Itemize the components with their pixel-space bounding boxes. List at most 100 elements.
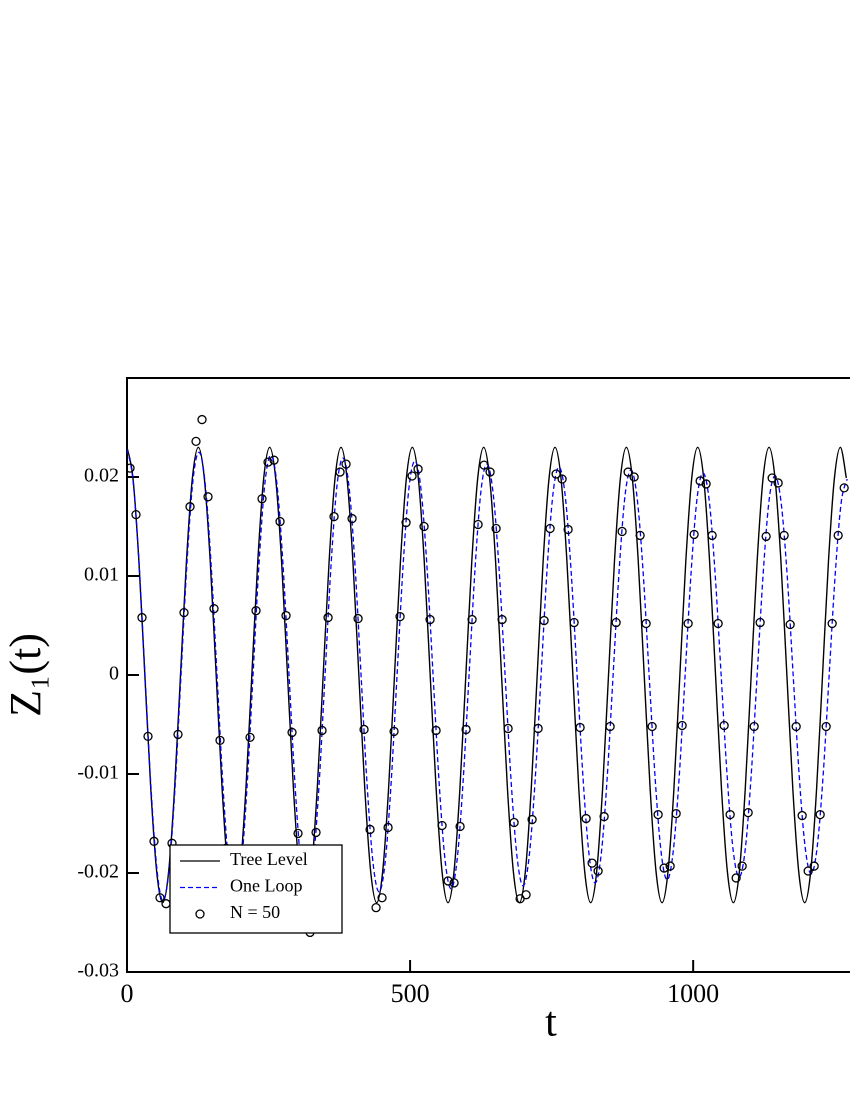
- data-point: [215, 735, 225, 745]
- data-point: [137, 612, 147, 623]
- data-point: [719, 720, 729, 731]
- data-point: [437, 820, 447, 831]
- data-point: [251, 606, 261, 616]
- data-point: [797, 810, 807, 821]
- data-point: [449, 878, 459, 888]
- data-point: [281, 610, 291, 621]
- x-tick-label: 500: [391, 979, 430, 1008]
- data-point: [761, 531, 771, 542]
- data-point: [827, 618, 837, 629]
- data-point: [809, 861, 819, 871]
- data-point: [635, 530, 645, 541]
- data-point: [821, 721, 831, 732]
- data-point: [689, 529, 699, 540]
- data-point: [503, 723, 513, 734]
- data-point: [173, 729, 183, 740]
- data-point: [161, 899, 171, 909]
- data-point: [773, 478, 783, 488]
- data-point: [725, 809, 735, 820]
- data-point: [677, 720, 687, 731]
- data-point: [143, 731, 153, 742]
- data-point: [209, 604, 219, 614]
- data-point: [443, 876, 453, 886]
- data-point: [335, 467, 345, 477]
- data-point: [755, 617, 765, 628]
- data-point: [551, 469, 561, 479]
- data-point: [269, 455, 279, 465]
- data-point: [293, 828, 303, 839]
- data-point: [155, 893, 165, 903]
- data-point: [317, 725, 327, 736]
- data-point: [467, 614, 477, 625]
- data-point: [455, 821, 465, 832]
- data-point: [311, 827, 321, 838]
- data-point: [641, 618, 651, 629]
- data-point: [779, 530, 789, 541]
- data-point: [329, 511, 339, 522]
- data-point: [647, 721, 657, 732]
- data-point: [287, 727, 297, 738]
- data-point: [491, 523, 501, 534]
- data-point: [737, 861, 747, 871]
- data-point: [539, 615, 549, 626]
- data-point: [581, 813, 591, 824]
- data-point: [431, 725, 441, 736]
- data-point: [683, 618, 693, 629]
- data-point: [803, 866, 813, 876]
- legend-label: N = 50: [230, 902, 280, 922]
- data-point: [839, 483, 849, 493]
- data-point: [713, 618, 723, 629]
- data-point: [545, 523, 555, 534]
- y-tick-label: -0.03: [77, 960, 119, 982]
- data-point: [377, 893, 387, 903]
- data-point: [401, 517, 411, 528]
- data-point: [323, 612, 333, 623]
- data-point: [527, 814, 537, 825]
- data-point: [611, 617, 621, 628]
- x-tick-label: 1000: [667, 979, 719, 1008]
- data-point: [383, 822, 393, 833]
- data-point: [185, 502, 195, 512]
- y-tick-label: -0.01: [77, 762, 119, 784]
- data-point: [473, 519, 483, 530]
- data-point: [497, 614, 507, 625]
- data-point: [815, 809, 825, 820]
- y-axis-label: Z₁(t): [1, 633, 50, 717]
- data-point: [263, 457, 273, 467]
- data-point: [127, 463, 135, 473]
- data-point: [767, 473, 777, 483]
- data-point: [257, 494, 267, 504]
- data-point: [623, 467, 633, 477]
- data-point: [371, 903, 381, 913]
- data-point: [605, 721, 615, 732]
- data-point: [389, 726, 399, 737]
- data-point: [461, 724, 471, 735]
- data-point: [557, 474, 567, 484]
- legend-label: One Loop: [230, 876, 302, 896]
- data-point: [485, 467, 495, 477]
- data-point: [671, 808, 681, 819]
- data-point: [419, 521, 429, 532]
- y-tick-label: 0.01: [84, 564, 119, 586]
- data-point: [569, 617, 579, 628]
- data-point: [149, 836, 159, 846]
- data-point: [785, 619, 795, 630]
- data-point: [341, 459, 351, 469]
- data-point: [275, 516, 285, 527]
- series-line: [127, 449, 848, 902]
- data-point: [413, 464, 423, 474]
- data-point: [743, 807, 753, 818]
- data-point: [245, 732, 255, 743]
- x-axis-label: t: [545, 1000, 557, 1046]
- plot-area: [127, 414, 849, 938]
- data-point: [509, 817, 519, 828]
- data-point: [407, 471, 417, 481]
- data-point: [191, 436, 201, 447]
- data-point: [659, 863, 669, 873]
- legend-label: Tree Level: [230, 849, 308, 869]
- data-point: [617, 526, 627, 537]
- data-point: [731, 873, 741, 883]
- data-point: [533, 723, 543, 734]
- data-point: [593, 866, 603, 876]
- data-point: [359, 724, 369, 735]
